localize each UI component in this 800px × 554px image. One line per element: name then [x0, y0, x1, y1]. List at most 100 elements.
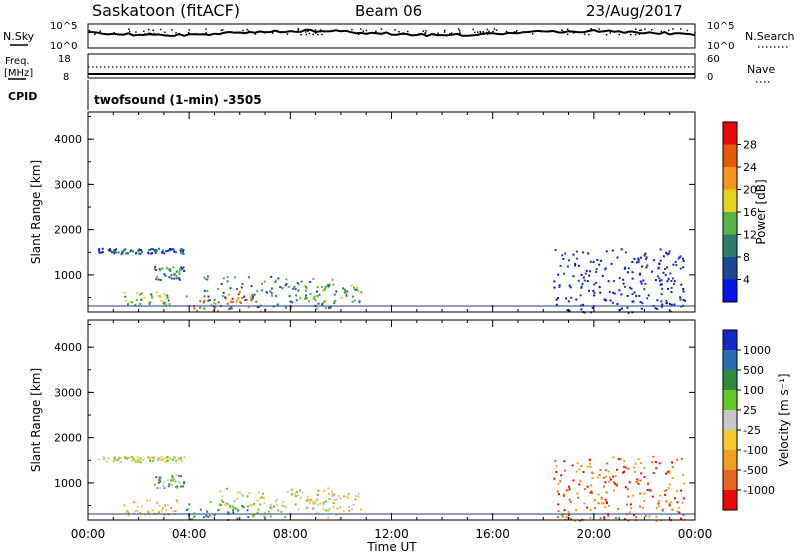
velocity-echo-pixel: [174, 456, 177, 459]
power-echo-pixel: [237, 297, 240, 300]
power-echo-pixel: [271, 294, 274, 297]
nsearch-dot: [486, 28, 489, 31]
power-echo-pixel: [212, 309, 215, 312]
power-echo-pixel: [639, 256, 642, 259]
power-panel-frame: [87, 111, 696, 313]
velocity-echo-pixel: [682, 473, 685, 476]
velocity-echo-pixel: [331, 495, 334, 498]
power-echo-pixel: [115, 251, 118, 254]
power-echo-pixel: [562, 257, 565, 260]
power-echo-pixel: [309, 281, 312, 283]
velocity-echo-pixel: [555, 471, 558, 473]
velocity-echo-pixel: [562, 494, 565, 497]
velocity-echo-pixel: [284, 516, 287, 518]
velocity-echo-pixel: [336, 507, 339, 510]
velocity-echo-pixel: [347, 497, 350, 500]
velocity-echo-pixel: [140, 505, 143, 508]
velocity-echo-pixel: [663, 490, 666, 492]
nsearch-dot: [483, 33, 485, 36]
power-echo-pixel: [125, 252, 128, 255]
velocity-echo-pixel: [557, 510, 560, 513]
velocity-echo-pixel: [633, 466, 636, 469]
velocity-echo-pixel: [180, 485, 183, 488]
power-echo-pixel: [284, 306, 287, 309]
velocity-echo-pixel: [267, 510, 270, 513]
power-echo-pixel: [661, 305, 664, 308]
power-echo-pixel: [587, 252, 590, 255]
velocity-echo-pixel: [348, 505, 351, 508]
velocity-echo-pixel: [659, 494, 662, 497]
power-y-axis: 1000 2000 3000 4000: [54, 116, 695, 299]
velocity-echo-pixel: [560, 474, 563, 477]
velocity-echo-pixel: [636, 478, 639, 481]
velocity-echo-pixel: [621, 471, 624, 474]
velocity-echo-pixel: [155, 501, 158, 504]
power-echo-pixel: [307, 300, 310, 303]
power-echo-pixel: [305, 289, 307, 292]
velocity-echo-pixel: [597, 502, 600, 505]
nsearch-dot: [308, 32, 311, 35]
power-echo-pixel: [263, 280, 266, 283]
velocity-echo-pixel: [180, 458, 183, 461]
velocity-echo-layer: [87, 320, 696, 522]
nsearch-dot: [235, 31, 238, 34]
velocity-echo-pixel: [176, 487, 179, 490]
power-echo-pixel: [164, 274, 167, 277]
velocity-echo-pixel: [168, 483, 171, 486]
power-echo-pixel: [306, 297, 308, 300]
power-echo-pixel: [638, 273, 641, 276]
power-echo-pixel: [662, 271, 665, 274]
velocity-echo-pixel: [219, 508, 222, 511]
power-echo-pixel: [682, 288, 685, 290]
velocity-echo-pixel: [146, 499, 149, 502]
velocity-echo-pixel: [316, 494, 319, 496]
power-echo-pixel: [216, 310, 219, 313]
velocity-echo-pixel: [625, 503, 628, 506]
power-colorbar-segment: [723, 144, 737, 167]
velocity-echo-pixel: [662, 508, 665, 511]
power-echo-pixel: [204, 277, 207, 280]
velocity-echo-pixel: [273, 505, 276, 508]
velocity-echo-pixel: [627, 519, 630, 522]
velocity-echo-pixel: [360, 508, 362, 511]
power-echo-pixel: [304, 296, 307, 299]
velocity-echo-pixel: [555, 465, 558, 468]
power-echo-pixel: [670, 303, 673, 306]
nsearch-dot: [150, 32, 152, 35]
velocity-echo-pixel: [270, 507, 273, 510]
power-echo-pixel: [322, 289, 325, 292]
power-echo-pixel: [179, 250, 182, 253]
velocity-echo-pixel: [242, 494, 245, 497]
velocity-echo-pixel: [156, 501, 159, 504]
velocity-echo-pixel: [628, 481, 631, 484]
power-echo-pixel: [203, 295, 206, 298]
power-echo-pixel: [207, 275, 209, 278]
nsearch-dot: [143, 30, 145, 32]
velocity-echo-pixel: [125, 457, 128, 460]
power-y-tick-label: 2000: [54, 224, 82, 237]
nsearch-dot: [319, 29, 322, 31]
velocity-echo-pixel: [236, 517, 239, 520]
velocity-colorbar-frame: [722, 329, 738, 511]
velocity-echo-pixel: [562, 515, 564, 518]
velocity-echo-pixel: [322, 503, 325, 506]
nsearch-dot: [94, 32, 97, 34]
power-echo-pixel: [643, 288, 646, 291]
power-echo-pixel: [671, 277, 674, 280]
velocity-echo-pixel: [347, 493, 350, 496]
power-echo-pixel: [316, 286, 319, 289]
power-echo-pixel: [356, 286, 358, 289]
power-echo-pixel: [580, 286, 583, 289]
nsearch-dot: [479, 32, 482, 34]
velocity-colorbar-segment: [723, 370, 737, 390]
power-echo-pixel: [670, 286, 673, 289]
nsearch-dot: [424, 32, 427, 34]
velocity-echo-pixel: [637, 479, 639, 482]
power-echo-pixel: [161, 250, 164, 253]
power-echo-pixel: [327, 306, 330, 309]
power-echo-pixel: [295, 294, 298, 297]
velocity-echo-pixel: [226, 487, 228, 490]
velocity-echo-pixel: [671, 476, 674, 479]
velocity-echo-pixel: [137, 460, 140, 463]
velocity-echo-pixel: [557, 483, 560, 486]
